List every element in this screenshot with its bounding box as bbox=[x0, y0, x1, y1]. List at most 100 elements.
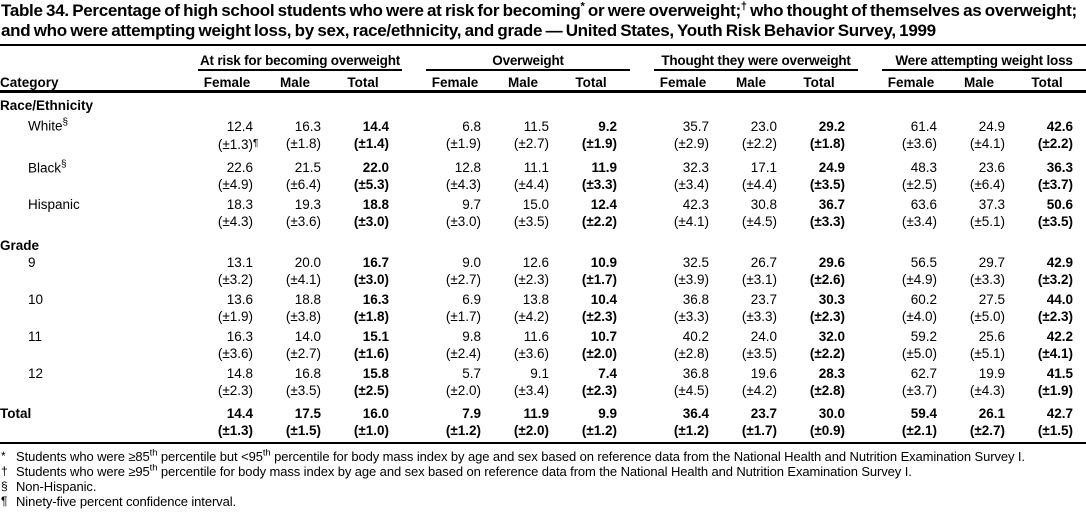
data-table: At risk for becoming overweight Overweig… bbox=[0, 46, 1086, 442]
value-cell: 14.4 bbox=[226, 406, 253, 421]
spacer bbox=[402, 345, 426, 365]
spacer bbox=[630, 176, 654, 196]
ci-cell: (±3.3) bbox=[809, 214, 846, 229]
value-cell: 24.0 bbox=[750, 329, 778, 344]
value-cell: 36.3 bbox=[1046, 160, 1074, 175]
table-row: 12 14.8 16.8 15.8 5.7 9.1 7.4 36.8 19.6 28.3 62.7 1… bbox=[0, 365, 1086, 382]
spacer bbox=[630, 156, 654, 177]
table-row-ci: (±4.9) (±6.4) (±5.3) (±4.3) (±4.4) (±3.3) (±3.… bbox=[0, 176, 1086, 196]
table-title: Table 34. Percentage of high school stud… bbox=[1, 0, 1077, 40]
value-cell: 9.8 bbox=[462, 329, 482, 344]
spacer bbox=[858, 114, 882, 135]
spacer bbox=[630, 70, 655, 93]
value-cell: 42.3 bbox=[682, 197, 710, 212]
value-cell: 36.8 bbox=[682, 292, 710, 307]
ci-cell: (±2.0) bbox=[581, 346, 618, 361]
spacer bbox=[402, 422, 426, 442]
ci-cell: (±3.5) bbox=[809, 177, 846, 192]
group-header-at-risk: At risk for becoming overweight bbox=[198, 46, 403, 71]
value-cell: 62.7 bbox=[910, 366, 938, 381]
value-cell: 12.6 bbox=[522, 255, 550, 270]
ci-cell: (±3.7) bbox=[901, 383, 938, 398]
ci-cell: (±3.3) bbox=[581, 177, 618, 192]
table-row: Total 14.4 17.5 16.0 7.9 11.9 9.9 36.4 23.7 30.0 5… bbox=[0, 402, 1086, 422]
value-cell: 7.9 bbox=[462, 406, 482, 421]
value-cell: 15.1 bbox=[362, 329, 390, 344]
spacer bbox=[858, 271, 882, 291]
ci-cell: (±3.8) bbox=[285, 309, 321, 324]
value-cell: 20.0 bbox=[294, 255, 321, 270]
spacer bbox=[630, 345, 654, 365]
value-cell: 26.7 bbox=[750, 255, 778, 270]
spacer bbox=[858, 213, 882, 233]
ci-cell: (±2.3) bbox=[1037, 309, 1074, 324]
value-cell: 29.6 bbox=[818, 255, 846, 270]
col-header-total: Total bbox=[790, 70, 859, 93]
ci-cell: (±1.3) bbox=[217, 423, 253, 438]
ci-cell: (±4.4) bbox=[513, 177, 550, 192]
ci-cell: (±3.0) bbox=[353, 214, 390, 229]
ci-cell: (±3.5) bbox=[285, 383, 321, 398]
spacer bbox=[858, 402, 882, 422]
value-cell: 11.9 bbox=[523, 406, 550, 421]
ci-cell: (±1.9) bbox=[581, 135, 618, 151]
ci-cell: (±3.6) bbox=[217, 346, 253, 361]
group-header-attempting-weight-loss: Were attempting weight loss bbox=[882, 46, 1086, 71]
value-cell: 14.0 bbox=[294, 329, 321, 344]
row-label-empty bbox=[0, 422, 198, 442]
row-label-empty bbox=[0, 271, 198, 291]
value-cell: 17.1 bbox=[750, 160, 778, 175]
ci-cell: (±4.3) bbox=[969, 383, 1006, 398]
ci-cell: (±2.9) bbox=[673, 135, 710, 151]
category-column-header: Category bbox=[0, 70, 198, 93]
value-cell: 30.8 bbox=[750, 197, 778, 212]
ci-cell: (±3.7) bbox=[1037, 177, 1074, 192]
section-row: Grade bbox=[0, 233, 1086, 254]
ci-cell: (±2.2) bbox=[581, 214, 618, 229]
ci-cell: (±4.5) bbox=[673, 383, 710, 398]
spacer bbox=[858, 328, 882, 345]
spacer bbox=[630, 46, 654, 70]
spacer bbox=[630, 365, 654, 382]
row-label-empty bbox=[0, 308, 198, 328]
spacer bbox=[402, 271, 426, 291]
ci-cell: (±3.6) bbox=[285, 214, 321, 229]
ci-cell: (±3.1) bbox=[741, 272, 778, 287]
ci-cell: (±4.9) bbox=[901, 272, 938, 287]
ci-cell: (±4.2) bbox=[741, 383, 778, 398]
col-header-male: Male bbox=[950, 70, 1019, 93]
table-row: Hispanic 18.3 19.3 18.8 9.7 15.0 12.4 42.3 30.8 3… bbox=[0, 196, 1086, 213]
ci-cell: (±2.3) bbox=[809, 309, 846, 324]
value-cell: 41.5 bbox=[1046, 366, 1074, 381]
ci-cell: (±3.5) bbox=[741, 346, 778, 361]
spacer bbox=[858, 135, 882, 156]
group-header-overweight: Overweight bbox=[426, 46, 631, 71]
footnote-text: Students who were ≥85th percentile but <… bbox=[16, 447, 1025, 464]
value-cell: 17.5 bbox=[294, 406, 321, 421]
value-cell: 13.8 bbox=[522, 292, 550, 307]
footnote: ¶ Ninety-five percent confidence interva… bbox=[1, 494, 1084, 509]
value-cell: 40.2 bbox=[682, 329, 710, 344]
row-label: 11 bbox=[28, 329, 43, 344]
value-cell: 14.8 bbox=[226, 366, 253, 381]
table-row-ci: (±1.9) (±3.8) (±1.8) (±1.7) (±4.2) (±2.3) (±3.… bbox=[0, 308, 1086, 328]
value-cell: 25.6 bbox=[978, 329, 1006, 344]
value-cell: 18.8 bbox=[294, 292, 321, 307]
ci-cell: (±3.6) bbox=[901, 135, 938, 151]
value-cell: 16.7 bbox=[362, 255, 390, 270]
value-cell: 48.3 bbox=[910, 160, 938, 175]
value-cell: 6.9 bbox=[462, 292, 482, 307]
col-header-female: Female bbox=[654, 70, 723, 93]
spacer bbox=[630, 135, 654, 156]
spacer bbox=[630, 254, 654, 271]
row-label-empty bbox=[0, 213, 198, 233]
value-cell: 19.9 bbox=[978, 366, 1006, 381]
col-header-male: Male bbox=[722, 70, 791, 93]
group-header-thought-overweight: Thought they were overweight bbox=[654, 46, 859, 71]
value-cell: 15.0 bbox=[522, 197, 550, 212]
spacer bbox=[630, 328, 654, 345]
spacer bbox=[402, 254, 426, 271]
spacer bbox=[630, 382, 654, 402]
footnote-text: Ninety-five percent confidence interval. bbox=[16, 494, 237, 509]
spacer bbox=[630, 308, 654, 328]
